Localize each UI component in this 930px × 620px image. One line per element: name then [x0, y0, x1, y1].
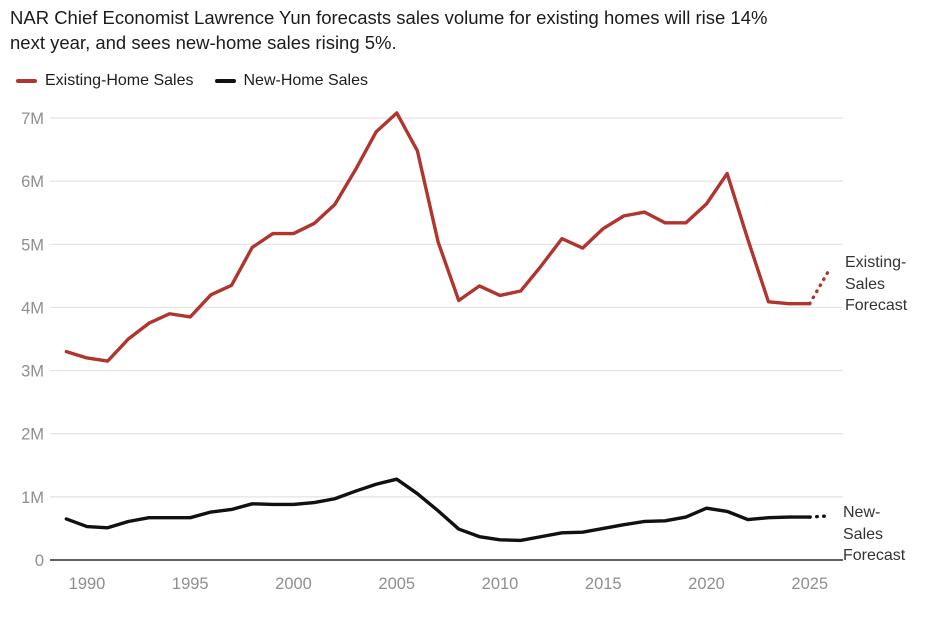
y-tick-label: 5M — [21, 236, 44, 254]
x-tick-label: 2010 — [482, 575, 519, 593]
y-tick-label: 1M — [21, 489, 44, 507]
y-tick-label: 7M — [21, 110, 44, 128]
legend-item-existing-home-sales: Existing-Home Sales — [16, 72, 194, 90]
legend-swatch-existing-icon — [16, 79, 37, 83]
x-tick-label: 1995 — [172, 575, 209, 593]
legend-label-new: New-Home Sales — [243, 72, 368, 89]
y-tick-label: 4M — [21, 299, 44, 317]
x-tick-label: 2025 — [791, 575, 828, 593]
y-tick-label: 6M — [21, 173, 44, 191]
legend-item-new-home-sales: New-Home Sales — [214, 72, 368, 90]
x-tick-label: 2015 — [585, 575, 622, 593]
x-tick-label: 2005 — [378, 575, 415, 593]
legend: Existing-Home Sales New-Home Sales — [16, 70, 368, 92]
forecast-dotted-line-new — [808, 514, 833, 519]
legend-label-existing: Existing-Home Sales — [45, 72, 194, 89]
existing-sales-forecast-label: Existing- Sales Forecast — [845, 254, 908, 314]
forecast-dotted-line-existing — [808, 265, 833, 306]
chart-title: NAR Chief Economist Lawrence Yun forecas… — [10, 7, 768, 53]
legend-swatch-new-icon — [214, 79, 236, 83]
series-line-existing — [64, 111, 812, 363]
chart-svg: 0 1M 2M 3M 4M 5M 6M 7M 1990 1995 2000 2005 2010 2015 2… — [21, 110, 843, 593]
new-sales-forecast-label: New- Sales Forecast — [843, 504, 906, 564]
y-tick-label: 3M — [21, 363, 44, 381]
series-line-new — [64, 477, 812, 543]
y-tick-label: 2M — [21, 426, 44, 444]
y-tick-label: 0 — [35, 552, 44, 570]
x-tick-label: 2020 — [688, 575, 725, 593]
x-tick-label: 1990 — [69, 575, 106, 593]
x-tick-label: 2000 — [275, 575, 312, 593]
